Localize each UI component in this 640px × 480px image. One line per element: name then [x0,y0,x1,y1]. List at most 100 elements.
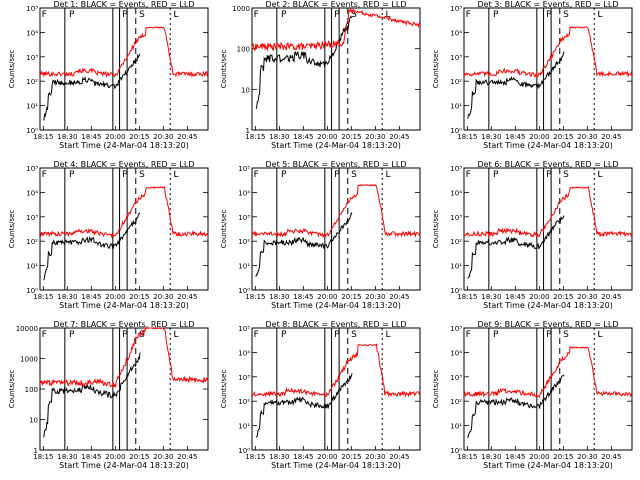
detector-panel-7: Det 7: BLACK = Events, RED = LLD 1 10 100 10… [8,320,209,470]
x-tick-label: 18:45 [293,133,313,141]
y-tick-label: 100 [25,386,38,394]
y-tick-label: 10² [450,78,462,86]
detector-panel-4: Det 4: BLACK = Events, RED = LLD 10⁰ 10¹ 10… [8,160,209,310]
x-axis-title: Start Time (24-Mar-04 18:13:20) [59,461,189,470]
event-marker-label: F [466,10,471,20]
event-marker-label: P [334,330,340,340]
y-tick-label: 10⁰ [26,287,38,295]
panel-title: Det 6: BLACK = Events, RED = LLD [478,160,619,169]
x-tick-label: 20:45 [389,453,409,461]
x-axis-title: Start Time (24-Mar-04 18:13:20) [271,301,401,310]
y-tick-label: 10¹ [238,263,250,271]
y-tick-label: 10⁵ [238,325,250,333]
event-marker-label: P [69,10,75,20]
x-tick-label: 20:00 [317,133,337,141]
x-tick-label: 20:15 [341,133,361,141]
y-tick-label: 10³ [238,374,250,382]
event-marker-label: P [281,330,287,340]
event-marker-label: F [42,330,47,340]
event-marker-label: P [546,10,552,20]
x-tick-label: 20:00 [529,453,549,461]
x-tick-label: 18:45 [505,453,525,461]
events-series-line [255,211,353,278]
x-tick-label: 18:15 [457,453,477,461]
x-tick-label: 20:45 [389,293,409,301]
x-tick-label: 18:45 [293,453,313,461]
detector-panel-1: Det 1: BLACK = Events, RED = LLD 10⁰ 10¹ 10… [8,0,209,150]
event-marker-label: L [174,10,179,20]
y-axis-title: Counts/sec [8,50,16,89]
y-tick-label: 10⁵ [450,5,462,13]
x-tick-label: 18:15 [245,453,265,461]
y-tick-label: 10² [238,398,250,406]
x-tick-label: 20:15 [553,453,573,461]
x-tick-label: 18:15 [457,133,477,141]
event-marker-label: P [546,170,552,180]
y-tick-label: 10³ [450,54,462,62]
event-marker-label: S [351,330,357,340]
x-tick-label: 20:00 [529,293,549,301]
events-series-line [467,51,565,119]
x-tick-label: 18:45 [293,293,313,301]
x-axis-title: Start Time (24-Mar-04 18:13:20) [483,461,613,470]
y-tick-label: 10⁰ [238,287,250,295]
y-tick-label: 1000 [232,5,250,13]
event-marker-label: P [546,330,552,340]
plot-frame [463,167,633,291]
x-tick-label: 20:00 [105,453,125,461]
x-tick-label: 18:30 [269,453,289,461]
y-tick-label: 10⁰ [450,287,462,295]
x-tick-label: 20:30 [365,293,385,301]
plot-frame [251,7,421,131]
y-tick-label: 10⁵ [450,325,462,333]
plot-frame [251,327,421,451]
lld-series-line [463,345,633,399]
x-tick-label: 20:00 [317,453,337,461]
y-tick-label: 10⁵ [238,165,250,173]
x-tick-label: 18:15 [245,293,265,301]
y-axis-title: Counts/sec [8,370,16,409]
x-tick-label: 18:45 [81,133,101,141]
x-tick-label: 18:45 [81,293,101,301]
events-series-line [255,373,353,438]
event-marker-label: L [386,330,391,340]
y-tick-label: 10 [29,417,38,425]
plot-frame [39,7,209,131]
event-marker-label: S [563,10,569,20]
y-tick-label: 10⁵ [26,165,38,173]
event-marker-label: F [254,10,259,20]
event-marker-label: P [122,330,128,340]
plot-frame [251,167,421,291]
event-marker-label: L [386,170,391,180]
x-tick-label: 18:15 [33,453,53,461]
x-tick-label: 20:45 [389,133,409,141]
y-tick-label: 1 [34,447,38,455]
event-marker-label: P [493,170,499,180]
x-tick-label: 18:15 [33,293,53,301]
y-tick-label: 10⁴ [26,29,38,37]
y-tick-label: 10¹ [26,263,38,271]
x-tick-label: 20:00 [105,133,125,141]
x-tick-label: 18:45 [505,133,525,141]
event-marker-label: F [466,170,471,180]
x-axis-title: Start Time (24-Mar-04 18:13:20) [59,301,189,310]
events-series-line [467,215,565,279]
x-tick-label: 20:45 [601,453,621,461]
y-tick-label: 10³ [26,214,38,222]
x-axis-title: Start Time (24-Mar-04 18:13:20) [59,141,189,150]
detector-panel-3: Det 3: BLACK = Events, RED = LLD 10⁰ 10¹ 10… [432,0,633,150]
x-tick-label: 18:30 [481,453,501,461]
y-tick-label: 10¹ [26,103,38,111]
event-marker-label: L [598,10,603,20]
y-tick-label: 10⁴ [450,29,462,37]
y-tick-label: 1 [246,127,250,135]
event-marker-label: L [386,10,391,20]
panel-title: Det 5: BLACK = Events, RED = LLD [266,160,407,169]
event-marker-label: F [42,170,47,180]
x-tick-label: 20:45 [177,293,197,301]
x-tick-label: 18:30 [481,293,501,301]
y-tick-label: 1000 [20,356,38,364]
x-tick-label: 18:30 [57,133,77,141]
event-marker-label: F [254,170,259,180]
